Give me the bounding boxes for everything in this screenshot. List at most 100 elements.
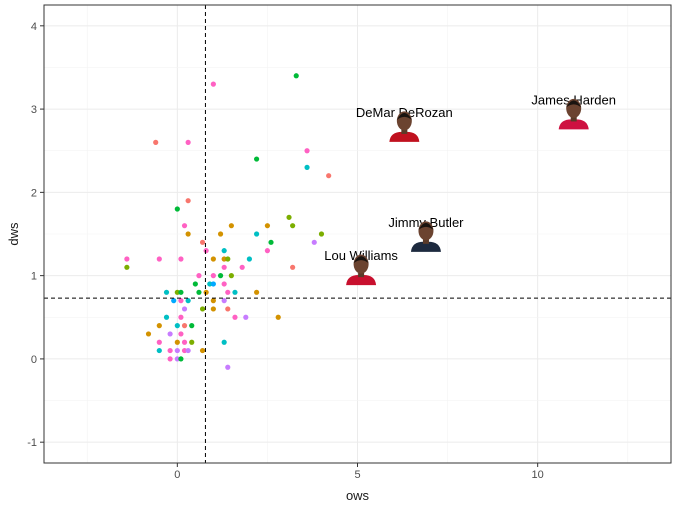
data-point <box>199 347 206 354</box>
data-point <box>286 214 292 220</box>
data-point <box>293 73 299 79</box>
data-point <box>156 339 162 345</box>
data-point <box>124 256 130 262</box>
data-point <box>199 239 206 245</box>
data-point <box>254 289 260 295</box>
data-point <box>221 248 227 254</box>
data-point <box>239 264 245 270</box>
x-tick-label: 5 <box>354 469 360 481</box>
data-point <box>311 239 317 245</box>
data-point <box>225 256 231 262</box>
data-point <box>181 347 188 354</box>
data-point <box>290 264 296 270</box>
data-point <box>318 231 325 237</box>
data-point <box>171 298 177 304</box>
y-axis-title: dws <box>6 222 21 246</box>
data-point <box>254 156 260 162</box>
x-axis-title: ows <box>346 488 370 503</box>
headshot-jersey <box>389 131 420 142</box>
data-point <box>221 256 227 262</box>
data-point <box>304 164 310 170</box>
data-point <box>217 231 224 237</box>
data-point <box>275 314 281 320</box>
headshot-hair <box>566 100 582 108</box>
data-point <box>254 231 260 237</box>
data-point <box>290 223 296 229</box>
data-point <box>181 323 188 329</box>
y-tick-label: 3 <box>31 104 37 116</box>
data-point <box>174 339 180 345</box>
data-point <box>221 281 227 287</box>
data-point <box>221 264 227 270</box>
data-point <box>228 223 234 229</box>
headshot-jersey <box>558 119 589 130</box>
data-point <box>203 248 209 254</box>
headshot-jersey <box>346 275 377 286</box>
reference-lines <box>44 5 671 463</box>
player-headshot <box>346 254 377 286</box>
data-point <box>199 306 206 312</box>
data-point <box>185 347 191 354</box>
data-point <box>185 231 191 237</box>
data-point <box>185 198 191 204</box>
data-point <box>264 248 271 254</box>
data-point <box>185 298 191 304</box>
player-headshot <box>558 98 589 130</box>
headshot-jersey <box>410 241 441 252</box>
data-point <box>192 281 198 287</box>
data-point <box>210 256 216 262</box>
player-headshot <box>389 111 420 142</box>
data-point <box>326 173 332 179</box>
data-point <box>196 289 202 295</box>
data-point <box>189 323 195 329</box>
player-headshot <box>410 221 441 252</box>
data-point <box>167 331 173 337</box>
headshot-hair <box>353 256 369 264</box>
data-point <box>217 273 224 279</box>
data-point <box>145 331 152 337</box>
data-point <box>153 139 159 145</box>
data-point <box>174 206 180 212</box>
data-point <box>178 331 184 337</box>
data-point <box>174 289 180 295</box>
data-point <box>221 339 227 345</box>
data-point <box>174 356 180 362</box>
data-point <box>225 364 231 370</box>
data-point <box>185 139 191 145</box>
data-point <box>163 289 170 295</box>
data-point <box>232 314 238 320</box>
axis-ticks: 0 5 10 -1 0 1 2 3 4 <box>27 21 544 481</box>
data-point <box>181 339 188 345</box>
data-point <box>156 323 162 329</box>
data-point <box>232 289 238 295</box>
y-tick-label: 1 <box>31 271 37 283</box>
headshot-hair <box>396 112 412 120</box>
x-tick-label: 0 <box>174 469 180 481</box>
x-tick-label: 10 <box>532 469 544 481</box>
data-point <box>246 256 252 262</box>
headshot-hair <box>418 222 434 230</box>
data-point <box>178 356 184 362</box>
data-point <box>156 347 162 354</box>
data-point <box>181 306 188 312</box>
data-point <box>210 298 216 304</box>
data-point <box>228 273 234 279</box>
data-points <box>124 73 332 370</box>
data-point <box>167 347 173 354</box>
y-tick-label: 0 <box>31 354 37 366</box>
data-point <box>203 289 209 295</box>
data-point <box>210 306 216 312</box>
data-point <box>174 323 180 329</box>
data-point <box>225 289 231 295</box>
data-point <box>210 81 216 87</box>
data-point <box>167 356 173 362</box>
data-point <box>225 306 231 312</box>
data-point <box>124 264 130 270</box>
data-point <box>178 256 184 262</box>
data-point <box>178 289 184 295</box>
data-point <box>174 347 180 354</box>
data-point <box>221 298 227 304</box>
data-point <box>196 273 202 279</box>
